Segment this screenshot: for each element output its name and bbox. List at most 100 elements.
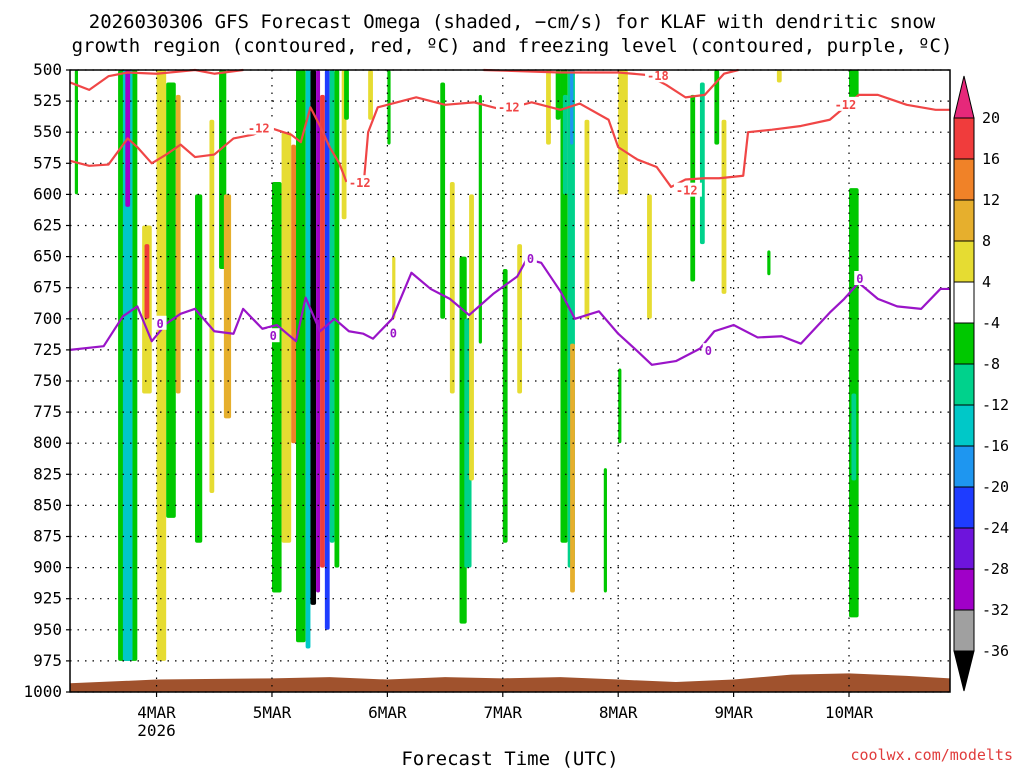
colorbar: 20 16 12 8 4 -4 -8 -12 -16 -20 -24 -28 -32 -36 (953, 75, 1009, 692)
y-tick-label: 975 (33, 651, 62, 670)
colorbar-bin (953, 158, 975, 201)
credit-text: coolwx.com/modelts (850, 746, 1013, 764)
colorbar-bin (953, 281, 975, 324)
x-tick-label: 4MAR (137, 703, 176, 722)
colorbar-top-arrow (953, 75, 975, 119)
colorbar-bin (953, 404, 975, 447)
colorbar-bin (953, 322, 975, 365)
colorbar-label: -32 (982, 601, 1009, 619)
colorbar-label: 4 (982, 273, 991, 291)
omega-cell (618, 368, 622, 444)
freezing-level-label: 0 (390, 327, 397, 341)
x-tick-label: 9MAR (714, 703, 753, 722)
x-tick-label: 10MAR (825, 703, 874, 722)
dgz-label-bg (346, 175, 375, 190)
omega-cell (195, 194, 203, 543)
dgz-label-bg (495, 99, 524, 114)
colorbar-label: -28 (982, 560, 1009, 578)
freezing-level-label-bg (387, 325, 400, 340)
x-tick-label: 8MAR (599, 703, 638, 722)
chart-title-line1: 2026030306 GFS Forecast Omega (shaded, −… (89, 11, 936, 33)
colorbar-label: 16 (982, 150, 1000, 168)
freezing-level-label-bg (702, 343, 715, 358)
dgz-contour-lower (69, 106, 348, 183)
freezing-level-label: 0 (270, 329, 277, 343)
dgz-label-minus18-bg (645, 68, 674, 83)
y-tick-label: 500 (33, 60, 62, 79)
dgz-label: -12 (498, 100, 520, 114)
dgz-label: -12 (248, 121, 270, 135)
terrain-fill (70, 673, 950, 692)
omega-cell (851, 393, 857, 481)
colorbar-bin (953, 609, 975, 652)
y-tick-label: 700 (33, 309, 62, 328)
y-tick-label: 625 (33, 216, 62, 235)
colorbar-bin (953, 568, 975, 611)
y-axis-pressure: 500 525 550 575 600 625 650 675 700 725 750 775 800 8… (23, 60, 70, 701)
omega-cell (368, 70, 373, 120)
omega-cell (440, 82, 446, 319)
colorbar-bin (953, 445, 975, 488)
omega-cell (603, 468, 607, 593)
colorbar-label: -36 (982, 642, 1009, 660)
colorbar-label: -16 (982, 437, 1009, 455)
y-tick-label: 950 (33, 620, 62, 639)
freezing-level-label: 0 (157, 317, 164, 331)
y-tick-label: 925 (33, 589, 62, 608)
y-tick-label: 850 (33, 495, 62, 514)
terrain-polygon (70, 673, 950, 692)
omega-cell (478, 94, 482, 344)
omega-cell (502, 269, 508, 543)
colorbar-label: 20 (982, 109, 1000, 127)
y-tick-label: 775 (33, 402, 62, 421)
omega-cell (320, 94, 325, 568)
contours: -12 -12 -12 -12 -12 -18 0 0 0 0 0 0 (69, 68, 950, 366)
omega-cell (296, 70, 306, 643)
y-tick-label: 550 (33, 122, 62, 141)
omega-cell (555, 70, 561, 120)
omega-cell (469, 194, 474, 481)
colorbar-label: -4 (982, 314, 1000, 332)
y-tick-label: 575 (33, 153, 62, 172)
omega-cell (570, 343, 575, 593)
omega-cell (767, 250, 771, 276)
dgz-label-bg (673, 182, 702, 197)
omega-cell (329, 70, 335, 543)
colorbar-label: 8 (982, 232, 991, 250)
omega-cell (387, 70, 391, 145)
omega-cell (166, 82, 176, 518)
freezing-level-contour (69, 257, 950, 366)
omega-cell (562, 94, 568, 195)
freezing-level-label: 0 (705, 344, 712, 358)
freezing-level-label-bg (267, 328, 280, 343)
plot-area: -12 -12 -12 -12 -12 -18 0 0 0 0 0 0 (69, 68, 951, 693)
freezing-level-label: 0 (856, 272, 863, 286)
omega-cell (209, 119, 215, 493)
colorbar-label: -24 (982, 519, 1009, 537)
dgz-label-bg (245, 120, 274, 135)
colorbar-bin (953, 199, 975, 242)
omega-cell (175, 94, 181, 394)
omega-cell (449, 181, 455, 394)
dgz-label: -12 (835, 98, 857, 112)
omega-cell (305, 70, 311, 649)
x-tick-label: 6MAR (368, 703, 407, 722)
omega-cell (334, 70, 340, 568)
colorbar-bin (953, 486, 975, 529)
y-tick-label: 725 (33, 340, 62, 359)
dgz-label: -12 (349, 176, 371, 190)
omega-cell (271, 181, 282, 593)
x-tick-label: 7MAR (484, 703, 523, 722)
omega-cell (156, 70, 167, 661)
freezing-level-label-bg (854, 270, 867, 285)
x-tick-label: 5MAR (253, 703, 292, 722)
dgz-label: -12 (676, 184, 698, 198)
colorbar-bottom-arrow (953, 650, 975, 692)
omega-cell (223, 194, 232, 419)
y-tick-label: 525 (33, 91, 62, 110)
y-tick-label: 875 (33, 527, 62, 546)
colorbar-bin (953, 363, 975, 406)
colorbar-label: -8 (982, 355, 1000, 373)
